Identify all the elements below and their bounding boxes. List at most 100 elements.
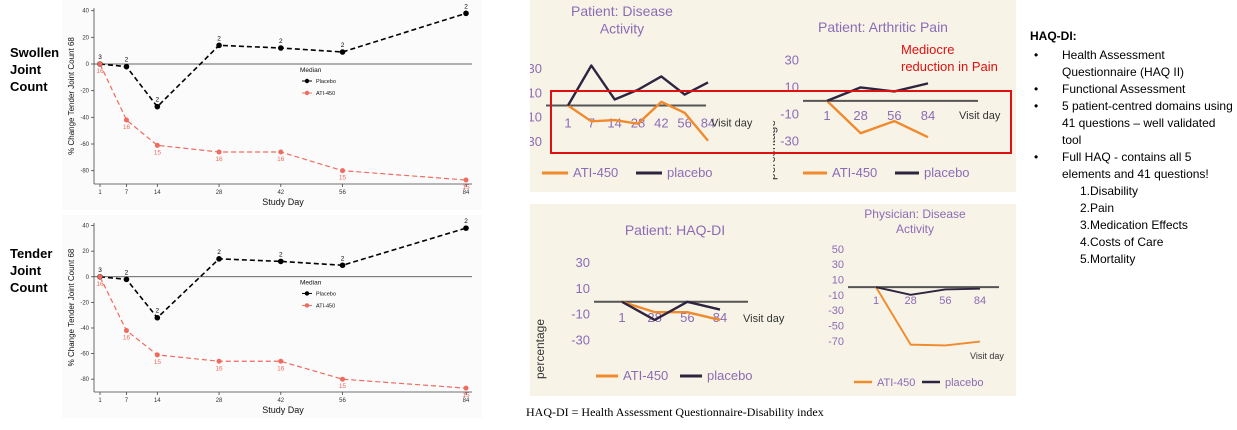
data-point (123, 276, 130, 283)
row-label-line: Joint (10, 263, 42, 278)
annotation: Mediocre (901, 42, 954, 57)
row-label-tender: Tender Joint Count (10, 245, 52, 296)
chart-title: Patient: HAQ-DI (625, 222, 725, 238)
series-line-ati-450 (567, 100, 709, 142)
annotation: reduction in Pain (901, 59, 998, 74)
x-tick-label: 56 (939, 295, 951, 307)
data-point (463, 385, 469, 391)
y-tick-label: 0 (86, 275, 90, 281)
point-label: 2 (217, 249, 221, 256)
data-point (463, 10, 469, 17)
x-tick-label: 7 (125, 398, 129, 404)
data-point (123, 63, 130, 70)
x-tick-label: 1 (618, 310, 625, 325)
y-tick-label: -60 (80, 352, 89, 358)
swollen-joint-chart: 40 20 0 -20 -40 -60 -80 1 7 14 28 42 56 84 Study Day % … (62, 0, 482, 210)
y-tick-label: 10 (576, 281, 590, 296)
haq-di-title: HAQ-DI: (1030, 29, 1077, 43)
data-point (340, 376, 346, 382)
x-tick-label: 1 (873, 295, 879, 307)
point-label: 16 (277, 365, 285, 372)
series-line-ati-450 (826, 100, 929, 139)
y-tick-label: -20 (80, 89, 89, 95)
x-tick-label: 1 (823, 108, 830, 123)
y-axis-title: percentage (533, 319, 547, 379)
chart-title: Activity (600, 21, 644, 37)
point-label: 15 (462, 184, 470, 191)
series-line-placebo (566, 64, 709, 107)
data-point (277, 45, 284, 51)
row-label-line: Swollen (10, 45, 60, 60)
data-point (340, 168, 346, 174)
legend-swatch-dot (304, 90, 310, 96)
point-label: 2 (217, 35, 221, 42)
chart-title: Patient: Arthritic Pain (818, 19, 948, 35)
legend-label: placebo (945, 377, 984, 389)
y-tick-label: 30 (530, 61, 542, 76)
haq-bullet: Health Assessment Questionnaire (HAQ II) (1030, 47, 1235, 81)
point-label: 15 (339, 383, 347, 390)
point-label: 3 (98, 267, 102, 274)
x-tick-label: 56 (339, 398, 346, 404)
point-label: 16 (277, 156, 285, 163)
legend-label: ATI-450 (316, 303, 335, 309)
y-tick-label: -30 (828, 305, 844, 317)
point-label: 3 (98, 54, 102, 61)
y-tick-label: 30 (576, 255, 590, 270)
y-tick-label: -40 (80, 326, 89, 332)
legend-label: ATI-450 (877, 377, 915, 389)
data-point (339, 262, 346, 269)
y-tick-label: -40 (80, 115, 89, 121)
legend-label: ATI-450 (316, 91, 335, 97)
y-tick-label: 10 (832, 274, 844, 286)
x-axis-title: Study Day (262, 197, 304, 207)
chart-background (62, 0, 482, 210)
y-tick-label: -10 (571, 307, 590, 322)
x-tick-label: 56 (339, 190, 346, 196)
y-tick-label: 10 (530, 85, 542, 100)
data-point (216, 256, 222, 262)
data-point (123, 328, 129, 334)
haq-domain-item: 2.Pain (1080, 201, 1115, 215)
chart-background (62, 215, 482, 418)
data-point (339, 49, 346, 55)
x-axis-label: Visit day (711, 118, 753, 130)
y-tick-label: -10 (780, 106, 799, 121)
y-tick-label: -30 (780, 133, 799, 148)
data-point (216, 149, 222, 155)
haq-domain-item: 1.Disability (1080, 184, 1139, 198)
x-axis-label: Visit day (970, 351, 1004, 361)
data-point (277, 258, 284, 265)
data-point (123, 117, 129, 123)
x-tick-label: 84 (974, 295, 986, 307)
x-tick-label: 1 (564, 116, 571, 131)
point-label: 15 (154, 149, 162, 156)
legend-label: placebo (924, 165, 970, 180)
point-label: 2 (341, 255, 345, 262)
x-tick-label: 14 (154, 398, 161, 404)
data-point (463, 225, 469, 231)
point-label: 2 (341, 42, 345, 49)
x-tick-label: 1 (98, 398, 102, 404)
legend-label: ATI-450 (573, 165, 618, 180)
legend-label: placebo (707, 368, 753, 383)
data-point (97, 61, 103, 67)
x-tick-label: 28 (905, 295, 917, 307)
legend-title: Median (300, 67, 322, 74)
x-tick-label: 42 (277, 190, 284, 196)
point-label: 16 (123, 124, 131, 131)
legend-label: Placebo (316, 291, 336, 297)
legend-swatch-dot (304, 291, 310, 296)
series-line-placebo (621, 300, 721, 322)
y-axis-title: percentage (773, 120, 778, 180)
chart-title: Activity (896, 222, 934, 236)
row-label-line: Count (10, 79, 48, 94)
y-tick-label: -70 (828, 336, 844, 348)
x-tick-label: 56 (887, 108, 901, 123)
x-tick-label: 28 (853, 108, 867, 123)
row-label-line: Tender (10, 246, 53, 261)
x-tick-label: 56 (677, 116, 691, 131)
